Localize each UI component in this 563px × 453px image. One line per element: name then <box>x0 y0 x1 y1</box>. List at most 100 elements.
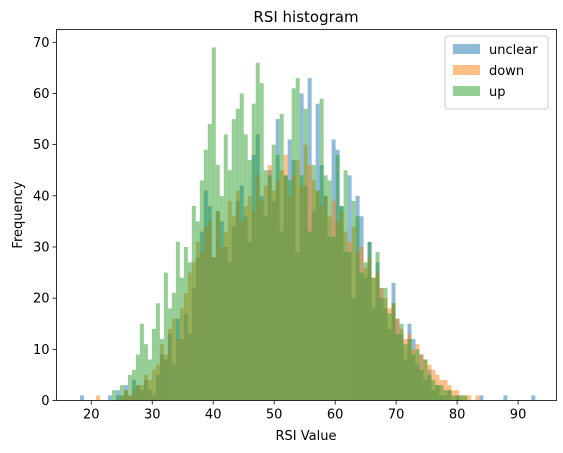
bar-up-45 <box>255 62 260 401</box>
bar-up-25 <box>175 241 180 401</box>
bar-up-65 <box>335 154 340 401</box>
bar-up-12 <box>123 390 128 401</box>
bar-up-34 <box>211 47 216 401</box>
legend-label-up: up <box>489 85 506 100</box>
bar-up-88 <box>427 374 432 401</box>
bar-up-42 <box>243 134 248 401</box>
bar-up-23 <box>167 308 172 401</box>
x-tick-label-70: 70 <box>388 408 405 423</box>
y-tick-label-20: 20 <box>33 292 50 307</box>
bar-up-59 <box>311 165 316 401</box>
x-tick-label-30: 30 <box>144 408 161 423</box>
bar-up-53 <box>287 180 292 401</box>
bar-up-78 <box>387 313 392 401</box>
bar-up-73 <box>367 241 372 401</box>
bar-down-5 <box>95 395 100 401</box>
bar-up-79 <box>391 303 396 401</box>
bar-up-51 <box>279 113 284 401</box>
bar-up-20 <box>155 303 160 401</box>
bar-up-15 <box>135 354 140 401</box>
bar-up-82 <box>403 344 408 401</box>
bar-up-22 <box>163 272 168 401</box>
legend-swatch-down <box>453 65 480 75</box>
x-tick-label-80: 80 <box>449 408 466 423</box>
bar-up-52 <box>283 175 288 401</box>
bar-up-11 <box>119 385 124 401</box>
bar-up-41 <box>239 93 244 401</box>
bar-up-74 <box>371 277 376 401</box>
chart-title: RSI histogram <box>253 8 358 26</box>
bar-up-17 <box>143 344 148 401</box>
legend: unclear down up <box>444 35 549 110</box>
bar-up-39 <box>231 119 236 401</box>
bar-up-76 <box>379 298 384 401</box>
bar-up-72 <box>363 262 368 401</box>
bar-up-91 <box>439 385 444 401</box>
bar-up-95 <box>455 395 460 401</box>
bar-up-75 <box>375 252 380 401</box>
bar-down-98 <box>467 395 472 401</box>
bar-up-67 <box>343 170 348 401</box>
bar-up-9 <box>111 390 116 401</box>
bar-up-90 <box>435 385 440 401</box>
bar-up-49 <box>271 144 276 401</box>
bar-up-37 <box>223 134 228 401</box>
y-tick-label-40: 40 <box>33 189 50 204</box>
bar-up-81 <box>399 323 404 401</box>
legend-label-unclear: unclear <box>489 43 538 58</box>
legend-label-down: down <box>489 64 524 79</box>
bar-up-58 <box>307 231 312 401</box>
bar-up-47 <box>263 170 268 401</box>
bar-up-68 <box>347 252 352 401</box>
y-axis-ticks: 0 10 20 30 40 50 60 70 <box>33 36 57 409</box>
bar-unclear-8 <box>107 395 112 401</box>
y-tick-label-0: 0 <box>41 394 49 409</box>
bar-up-26 <box>179 277 184 401</box>
bar-up-62 <box>323 175 328 401</box>
bar-up-94 <box>451 395 456 401</box>
bar-up-97 <box>463 395 468 401</box>
bar-up-85 <box>415 349 420 401</box>
bar-unclear-107 <box>503 395 508 401</box>
bar-up-32 <box>203 149 208 401</box>
bar-up-19 <box>151 328 156 401</box>
bar-up-24 <box>171 293 176 401</box>
y-tick-label-10: 10 <box>33 343 50 358</box>
bar-up-16 <box>139 323 144 401</box>
x-tick-label-20: 20 <box>83 408 100 423</box>
bar-up-69 <box>351 200 356 401</box>
y-tick-label-30: 30 <box>33 240 50 255</box>
bar-up-14 <box>131 369 136 401</box>
bar-up-55 <box>295 78 300 401</box>
bar-up-40 <box>235 108 240 401</box>
bar-up-89 <box>431 380 436 401</box>
x-tick-label-60: 60 <box>327 408 344 423</box>
bar-up-70 <box>355 216 360 401</box>
bar-up-93 <box>447 390 452 401</box>
bar-up-48 <box>267 175 272 401</box>
y-tick-label-60: 60 <box>33 87 50 102</box>
bar-up-54 <box>291 88 296 401</box>
series-up <box>111 47 468 401</box>
bar-up-87 <box>423 359 428 401</box>
bar-up-86 <box>419 369 424 401</box>
bar-up-43 <box>247 159 252 401</box>
bar-up-10 <box>115 395 120 401</box>
bar-up-64 <box>331 236 336 401</box>
bar-unclear-101 <box>479 395 484 401</box>
bar-up-50 <box>275 154 280 401</box>
y-tick-label-70: 70 <box>33 36 50 51</box>
bar-unclear-1 <box>80 395 84 401</box>
x-tick-label-40: 40 <box>205 408 222 423</box>
y-axis-label: Frequency <box>11 181 26 248</box>
bar-up-33 <box>207 124 212 401</box>
bar-up-27 <box>183 246 188 401</box>
bar-up-83 <box>407 339 412 401</box>
bar-up-30 <box>195 221 200 401</box>
bar-down-92 <box>443 380 448 401</box>
bar-up-35 <box>215 165 220 401</box>
histogram-bars <box>80 47 536 401</box>
bar-up-29 <box>191 206 196 401</box>
bar-up-31 <box>199 180 204 401</box>
